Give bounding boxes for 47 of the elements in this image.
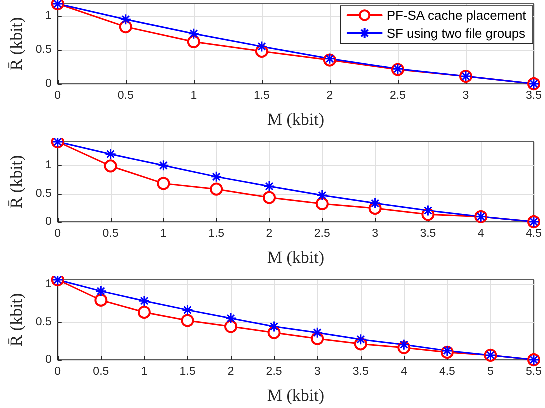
y-tick-label: 0 [45,78,52,90]
legend-label: PF-SA cache placement [386,8,527,23]
x-tick-label: 1 [141,366,148,378]
legend-label: SF using two file groups [386,26,526,41]
x-tick-label: 3 [314,366,321,378]
x-axis-title: M (kbit) [267,386,325,405]
x-axis-title: M (kbit) [267,248,325,267]
x-tick-label: 1 [160,228,167,240]
y-tick-label: 1 [45,278,52,291]
x-tick-label: 2 [326,90,334,102]
x-tick-label: 0.5 [102,228,119,240]
x-tick-label: 4.5 [526,228,542,240]
x-tick-label: 3 [462,90,470,102]
x-tick-label: 3.5 [526,90,542,102]
y-tick-label: 0.5 [36,44,52,56]
y-tick-label: 0.5 [36,188,52,200]
x-tick-label: 3.5 [420,228,436,240]
x-tick-label: 0.5 [118,90,134,102]
x-tick-label: 1 [190,90,198,102]
x-tick-label: 2.5 [390,90,406,102]
x-axis-title: M (kbit) [267,110,325,129]
x-tick-label: 5 [488,366,494,378]
x-tick-label: 4 [400,366,408,378]
x-tick-label: 2.5 [266,366,282,378]
y-tick-label: 0.5 [36,316,52,328]
x-tick-label: 1.5 [180,366,196,378]
x-tick-label: 0 [54,228,62,240]
x-tick-label: 2 [266,228,273,240]
x-tick-label: 0 [54,366,62,378]
x-tick-label: 5.5 [526,366,542,378]
y-tick-label: 0 [45,216,52,228]
x-tick-label: 0.5 [93,366,110,378]
x-tick-label: 2 [228,366,234,378]
x-tick-label: 3.5 [352,366,369,378]
x-tick-label: 2.5 [314,228,330,240]
y-axis-title: R̄ (kbit) [7,293,26,347]
x-tick-label: 3 [372,228,379,240]
x-tick-label: 1.5 [254,90,270,102]
x-tick-label: 4 [478,228,485,240]
x-tick-label: 1.5 [208,228,225,240]
y-axis-title: R̄ (kbit) [7,155,26,209]
y-tick-label: 1 [45,10,52,22]
y-tick-label: 0 [45,354,52,366]
y-tick-label: 1 [45,160,52,172]
x-tick-label: 4.5 [439,366,456,378]
y-axis-title: R̄ (kbit) [7,17,26,71]
x-tick-label: 0 [54,90,62,102]
